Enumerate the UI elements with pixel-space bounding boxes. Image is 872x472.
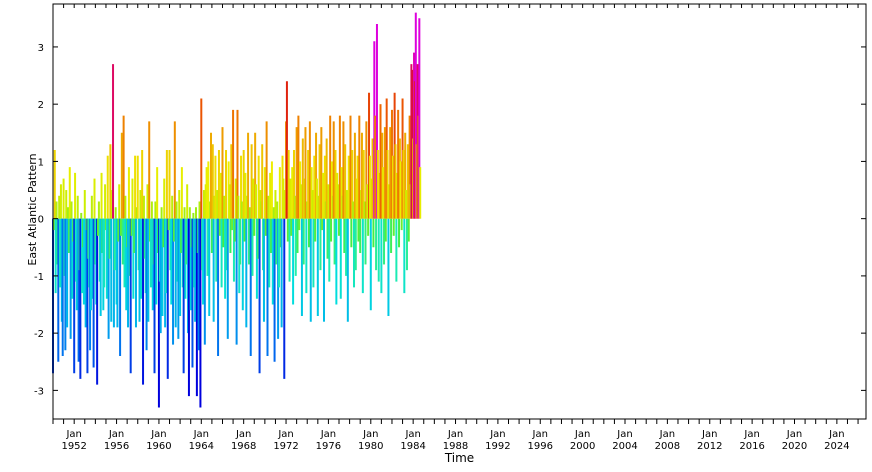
y-tick-label: -3: [34, 386, 44, 397]
x-tick-label-year: 2004: [612, 441, 637, 452]
x-tick-label-year: 1968: [231, 441, 256, 452]
x-tick-label-month: Jan: [489, 429, 505, 440]
x-tick-label-month: Jan: [786, 429, 802, 440]
x-tick-label-year: 2008: [655, 441, 680, 452]
y-axis: -3 -2 -1 0 1 2 3: [34, 43, 866, 397]
y-tick-label: 2: [38, 100, 44, 111]
x-tick-label-month: Jan: [235, 429, 251, 440]
x-axis: Jan1952Jan1956Jan1960Jan1964Jan1968Jan19…: [52, 4, 859, 452]
y-tick-label: 1: [38, 157, 44, 168]
x-tick-label-year: 1952: [61, 441, 86, 452]
x-tick-label-month: Jan: [574, 429, 590, 440]
x-tick-label-year: 2024: [824, 441, 849, 452]
x-tick-label-month: Jan: [150, 429, 166, 440]
x-tick-label-month: Jan: [659, 429, 675, 440]
x-tick-label-year: 1964: [189, 441, 214, 452]
x-tick-label-year: 2000: [570, 441, 595, 452]
x-tick-label-month: Jan: [65, 429, 81, 440]
x-tick-label-month: Jan: [743, 429, 759, 440]
x-tick-label-year: 1972: [273, 441, 298, 452]
x-tick-label-month: Jan: [193, 429, 209, 440]
x-tick-label-year: 2012: [697, 441, 722, 452]
x-tick-label-year: 1956: [104, 441, 129, 452]
y-tick-label: -1: [34, 272, 44, 283]
x-tick-label-month: Jan: [447, 429, 463, 440]
x-tick-label-year: 1992: [485, 441, 510, 452]
y-tick-label: 0: [38, 215, 44, 226]
x-tick-label-year: 1960: [146, 441, 171, 452]
x-tick-label-year: 1988: [443, 441, 468, 452]
x-tick-label-year: 2020: [782, 441, 807, 452]
x-axis-title: Time: [444, 451, 474, 465]
x-tick-label-month: Jan: [701, 429, 717, 440]
x-tick-label-month: Jan: [277, 429, 293, 440]
x-tick-label-month: Jan: [404, 429, 420, 440]
x-tick-label-month: Jan: [108, 429, 124, 440]
x-tick-label-year: 1996: [528, 441, 553, 452]
x-tick-label-year: 1984: [400, 441, 425, 452]
y-tick-label: -2: [34, 329, 44, 340]
x-tick-label-year: 1980: [358, 441, 383, 452]
y-tick-label: 3: [38, 43, 44, 54]
x-tick-label-year: 2016: [739, 441, 764, 452]
x-tick-label-month: Jan: [828, 429, 844, 440]
x-tick-label-month: Jan: [320, 429, 336, 440]
x-tick-label-month: Jan: [616, 429, 632, 440]
x-tick-label-month: Jan: [532, 429, 548, 440]
x-tick-label-year: 1976: [316, 441, 341, 452]
plot-frame: [52, 3, 867, 420]
x-tick-label-month: Jan: [362, 429, 378, 440]
y-axis-title: East Atlantic Pattern: [26, 153, 39, 265]
bars-group: [52, 12, 422, 408]
